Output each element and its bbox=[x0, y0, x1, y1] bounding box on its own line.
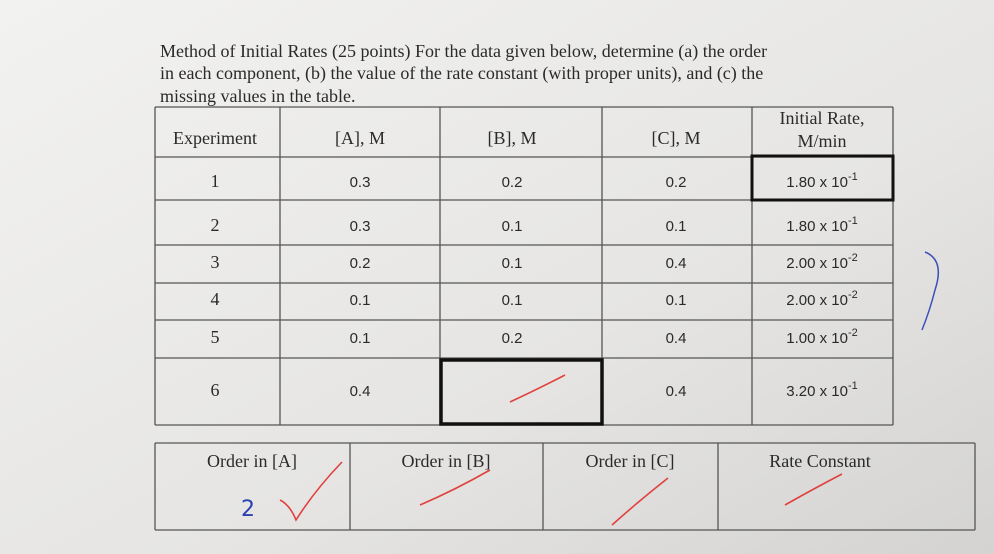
cell: 0.1 bbox=[502, 292, 523, 309]
cell: 1 bbox=[211, 171, 220, 191]
rate-cell: 3.20 x 10-1 bbox=[786, 380, 858, 400]
column-header: [C], M bbox=[652, 128, 701, 148]
handwritten-answer: 2 bbox=[241, 497, 255, 522]
highlight-box bbox=[750, 154, 895, 202]
cell: 0.4 bbox=[666, 383, 687, 400]
cell: 6 bbox=[211, 380, 220, 400]
answer-box bbox=[439, 358, 604, 426]
cell: 0.1 bbox=[666, 292, 687, 309]
cell: 2 bbox=[211, 215, 220, 235]
column-header: M/min bbox=[797, 131, 846, 151]
rate-exponent: -2 bbox=[848, 252, 858, 264]
rate-exponent: -1 bbox=[848, 215, 858, 227]
rate-mantissa: 1.80 x 10 bbox=[786, 174, 848, 191]
rate-mantissa: 2.00 x 10 bbox=[786, 255, 848, 272]
column-header: Initial Rate, bbox=[780, 108, 865, 128]
rate-cell: 2.00 x 10-2 bbox=[786, 289, 858, 309]
cell: 0.1 bbox=[502, 218, 523, 235]
rate-mantissa: 3.20 x 10 bbox=[786, 383, 848, 400]
summary-table bbox=[154, 442, 976, 531]
column-header: Experiment bbox=[173, 128, 257, 148]
cell: 0.4 bbox=[350, 383, 371, 400]
summary-header: Rate Constant bbox=[769, 451, 871, 471]
rate-mantissa: 1.80 x 10 bbox=[786, 218, 848, 235]
rate-cell: 1.80 x 10-1 bbox=[786, 171, 858, 191]
column-header: [A], M bbox=[335, 128, 385, 148]
cell: 0.4 bbox=[666, 255, 687, 272]
cell: 0.1 bbox=[350, 292, 371, 309]
rate-cell: 2.00 x 10-2 bbox=[786, 252, 858, 272]
cell: 0.4 bbox=[666, 330, 687, 347]
cell: 5 bbox=[211, 327, 220, 347]
summary-header: Order in [A] bbox=[207, 451, 297, 471]
rate-cell: 1.80 x 10-1 bbox=[786, 215, 858, 235]
grading-marks bbox=[279, 374, 843, 526]
cell: 0.2 bbox=[502, 330, 523, 347]
cell: 0.1 bbox=[350, 330, 371, 347]
cell: 0.3 bbox=[350, 174, 371, 191]
question-line: missing values in the table. bbox=[160, 86, 355, 106]
cell: 0.2 bbox=[502, 174, 523, 191]
cell: 3 bbox=[211, 252, 220, 272]
rate-exponent: -1 bbox=[848, 171, 858, 183]
summary-header: Order in [C] bbox=[586, 451, 675, 471]
cell: 0.3 bbox=[350, 218, 371, 235]
pen-mark bbox=[921, 251, 940, 331]
cell: 0.2 bbox=[666, 174, 687, 191]
rate-cell: 1.00 x 10-2 bbox=[786, 327, 858, 347]
rate-exponent: -2 bbox=[848, 327, 858, 339]
rate-mantissa: 1.00 x 10 bbox=[786, 330, 848, 347]
column-header: [B], M bbox=[488, 128, 537, 148]
rate-exponent: -1 bbox=[848, 380, 858, 392]
cell: 0.1 bbox=[502, 255, 523, 272]
cell: 0.1 bbox=[666, 218, 687, 235]
cell: 4 bbox=[211, 289, 220, 309]
rate-exponent: -2 bbox=[848, 289, 858, 301]
cell: 0.2 bbox=[350, 255, 371, 272]
question-line: in each component, (b) the value of the … bbox=[160, 63, 763, 84]
question-line: Method of Initial Rates (25 points) For … bbox=[160, 41, 767, 62]
summary-header: Order in [B] bbox=[402, 451, 491, 471]
rate-mantissa: 2.00 x 10 bbox=[786, 292, 848, 309]
